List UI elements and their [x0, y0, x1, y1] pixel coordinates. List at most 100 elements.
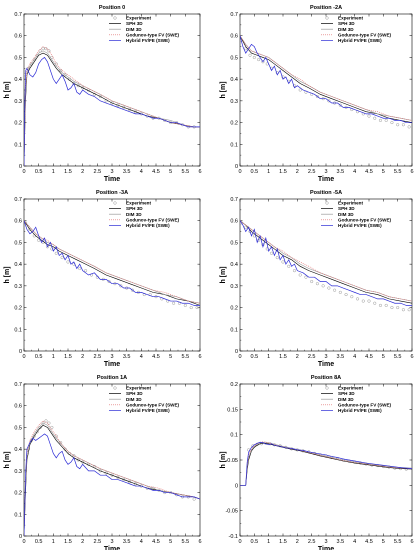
- x-tick-label: 4: [353, 169, 356, 175]
- legend-label-hybrid-fv-fe-swe: Hybrid FV/FE (SWE): [126, 38, 170, 43]
- data-point-experiment: [275, 256, 279, 260]
- legend-label-godunov-type-fv-swe: Godunov-type FV (SWE): [126, 402, 180, 407]
- data-point-experiment: [257, 58, 261, 62]
- x-tick-label: 2: [296, 539, 299, 545]
- y-tick-label: 0.4: [230, 77, 238, 83]
- series-line-sph-3d: [240, 220, 412, 304]
- x-tick-label: 2.5: [94, 539, 102, 545]
- y-tick-label: 0.1: [230, 433, 238, 439]
- data-point-experiment: [350, 295, 354, 299]
- y-tick-label: 0.7: [230, 197, 238, 203]
- data-point-experiment: [44, 419, 48, 423]
- x-tick-label: 1.5: [64, 169, 72, 175]
- y-tick-label: 0.4: [14, 77, 22, 83]
- data-point-experiment: [367, 114, 371, 118]
- x-tick-label: 2: [296, 169, 299, 175]
- x-tick-label: 3.5: [337, 169, 345, 175]
- y-tick-label: 0.1: [14, 512, 22, 518]
- y-tick-label: 0.2: [14, 491, 22, 497]
- chart-title: Position -2A: [310, 5, 342, 11]
- series-line-dim-3d: [240, 220, 412, 302]
- y-tick-label: 0.1: [14, 327, 22, 333]
- y-tick-label: 0.2: [230, 121, 238, 127]
- legend-label-hybrid-fv-fe-swe: Hybrid FV/FE (SWE): [338, 38, 382, 43]
- data-point-experiment: [384, 303, 388, 307]
- data-point-experiment: [128, 480, 132, 484]
- x-axis-label: Time: [104, 361, 120, 368]
- data-point-experiment: [396, 123, 400, 127]
- x-tick-label: 5: [382, 169, 385, 175]
- data-point-experiment: [76, 458, 80, 462]
- y-tick-label: 0.05: [227, 458, 238, 464]
- data-point-experiment: [298, 88, 302, 92]
- y-axis-label: h [m]: [220, 266, 227, 283]
- data-point-experiment: [84, 269, 88, 273]
- data-point-experiment: [287, 264, 291, 268]
- x-tick-label: 2.5: [94, 354, 102, 360]
- legend-label-sph-3d: SPH 3D: [338, 391, 355, 396]
- x-tick-label: 1: [52, 169, 55, 175]
- legend-swatch-experiment: [325, 201, 329, 205]
- y-tick-label: 0: [235, 349, 238, 355]
- legend-label-hybrid-fv-fe-swe: Hybrid FV/FE (SWE): [126, 408, 170, 413]
- y-tick-label: 0.7: [14, 197, 22, 203]
- x-tick-label: 2: [81, 169, 84, 175]
- x-tick-label: 0: [238, 354, 241, 360]
- series-line-hybrid-fv-fe-swe: [24, 433, 200, 536]
- chart-panel-3: Position -3A 0 0.5 1 1.5 2 2.5 3 3.5 4 4.5 5 5.5 6 0 0.…: [4, 190, 202, 368]
- data-point-experiment: [133, 110, 138, 114]
- series-line-sph-3d: [240, 35, 412, 123]
- data-point-experiment: [122, 105, 126, 109]
- chart-panel-5: Position 1A 0 0.5 1 1.5 2 2.5 3 3.5 4 4.5 5 5.5 6 0 0.1…: [4, 375, 202, 550]
- x-axis-label: Time: [104, 176, 120, 183]
- legend-label-experiment: Experiment: [126, 16, 151, 21]
- x-tick-label: 0.5: [251, 539, 259, 545]
- y-tick-label: 0.6: [230, 34, 238, 40]
- x-tick-label: 4: [140, 539, 143, 545]
- legend-label-hybrid-fv-fe-swe: Hybrid FV/FE (SWE): [338, 408, 382, 413]
- legend-label-dim-3d: DIM 3D: [338, 212, 354, 217]
- legend-label-sph-3d: SPH 3D: [126, 21, 143, 26]
- x-tick-label: 5: [169, 354, 172, 360]
- x-tick-label: 0: [22, 169, 25, 175]
- chart-title: Position 0: [99, 5, 125, 11]
- x-tick-label: 1: [52, 354, 55, 360]
- x-tick-label: 3: [110, 539, 113, 545]
- x-tick-label: 5.5: [182, 169, 190, 175]
- x-tick-label: 0: [238, 539, 241, 545]
- y-tick-label: 0: [235, 483, 238, 489]
- data-point-experiment: [315, 94, 319, 99]
- x-tick-label: 0.5: [35, 354, 43, 360]
- y-tick-label: -0.1: [229, 534, 238, 540]
- legend-swatch-experiment: [325, 16, 329, 20]
- y-tick-label: 0.7: [230, 12, 238, 18]
- legend-label-dim-3d: DIM 3D: [338, 397, 354, 402]
- data-point-experiment: [116, 103, 120, 107]
- x-tick-label: 4: [140, 169, 143, 175]
- x-tick-label: 3: [324, 354, 327, 360]
- data-point-experiment: [244, 47, 248, 51]
- series-line-sph-3d: [24, 424, 200, 536]
- data-point-experiment: [54, 251, 58, 255]
- x-axis-label: Time: [104, 546, 120, 550]
- legend-label-godunov-type-fv-swe: Godunov-type FV (SWE): [126, 32, 180, 37]
- chart-panel-6: Position 8A 0 0.5 1 1.5 2 2.5 3 3.5 4 4.5 5 5.5 6 -0.1…: [220, 375, 414, 550]
- x-tick-label: 4.5: [365, 539, 373, 545]
- y-tick-label: 0.7: [14, 12, 22, 18]
- x-tick-label: 1.5: [279, 354, 287, 360]
- data-point-experiment: [367, 299, 371, 303]
- y-tick-label: -0.05: [225, 509, 238, 515]
- data-point-experiment: [292, 269, 297, 273]
- legend-label-dim-3d: DIM 3D: [126, 212, 142, 217]
- data-point-experiment: [378, 118, 383, 122]
- legend-label-dim-3d: DIM 3D: [126, 397, 142, 402]
- legend-swatch-experiment: [113, 386, 117, 390]
- data-point-experiment: [192, 497, 196, 501]
- x-tick-label: 0.5: [251, 169, 259, 175]
- series-line-godunov-type-fv-swe: [240, 220, 412, 302]
- x-tick-label: 1.5: [279, 169, 287, 175]
- y-tick-label: 0.1: [230, 142, 238, 148]
- y-tick-label: 0.2: [230, 382, 238, 388]
- x-tick-label: 5.5: [182, 539, 190, 545]
